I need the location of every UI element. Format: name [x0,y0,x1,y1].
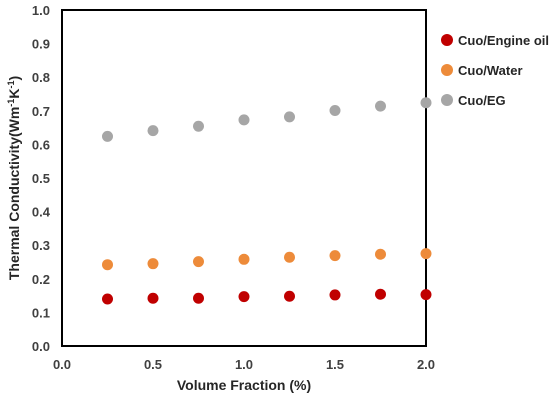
y-tick-label: 0.0 [32,339,50,354]
data-point [193,292,204,304]
y-axis-title: Thermal Conductivity(Wm-1K-1) [6,76,22,280]
data-point [329,104,341,116]
data-point [102,293,113,305]
data-point [147,292,159,304]
data-point [420,289,432,301]
y-tick-label: 1.0 [32,3,50,18]
legend-marker [441,64,453,76]
data-point [375,248,386,260]
x-axis-title: Volume Fraction (%) [177,377,311,393]
data-point [420,97,432,109]
y-tick-label: 0.2 [32,272,50,287]
y-tick-label: 0.7 [32,104,50,119]
legend-marker [441,94,453,106]
x-tick-label: 0.5 [144,357,162,372]
data-point [329,289,341,301]
y-tick-label: 0.1 [32,305,50,320]
data-point [375,288,386,300]
y-tick-label: 0.3 [32,238,50,253]
data-point [375,100,386,112]
data-point [238,253,250,265]
x-tick-label: 1.5 [326,357,344,372]
x-tick-label: 2.0 [417,357,435,372]
data-point [284,111,295,123]
x-tick-label: 1.0 [235,357,253,372]
data-point [193,256,204,268]
x-tick-label: 0.0 [53,357,71,372]
data-point [420,248,432,260]
legend-label: Cuo/Engine oil [458,33,549,48]
y-tick-label: 0.4 [32,205,51,220]
legend: Cuo/Engine oil Cuo/Water Cuo/EG [441,33,549,108]
y-tick-label: 0.6 [32,137,50,152]
plot-area [61,9,427,347]
legend-label: Cuo/EG [458,93,506,108]
data-point [329,250,341,262]
data-point [284,251,295,263]
data-point [147,125,159,137]
y-axis-ticks: 0.0 0.1 0.2 0.3 0.4 0.5 0.6 0.7 0.8 0.9 1.0 [32,3,51,354]
legend-marker [441,34,453,46]
data-point [284,290,295,302]
data-point [238,114,250,126]
x-axis-ticks: 0.0 0.5 1.0 1.5 2.0 [53,357,435,372]
y-tick-label: 0.5 [32,171,50,186]
data-point [238,291,250,303]
data-point [102,259,113,271]
data-point [102,130,113,142]
y-tick-label: 0.8 [32,70,50,85]
data-point [147,258,159,270]
y-tick-label: 0.9 [32,37,50,52]
data-points [102,97,432,305]
data-point [193,120,204,132]
legend-label: Cuo/Water [458,63,523,78]
